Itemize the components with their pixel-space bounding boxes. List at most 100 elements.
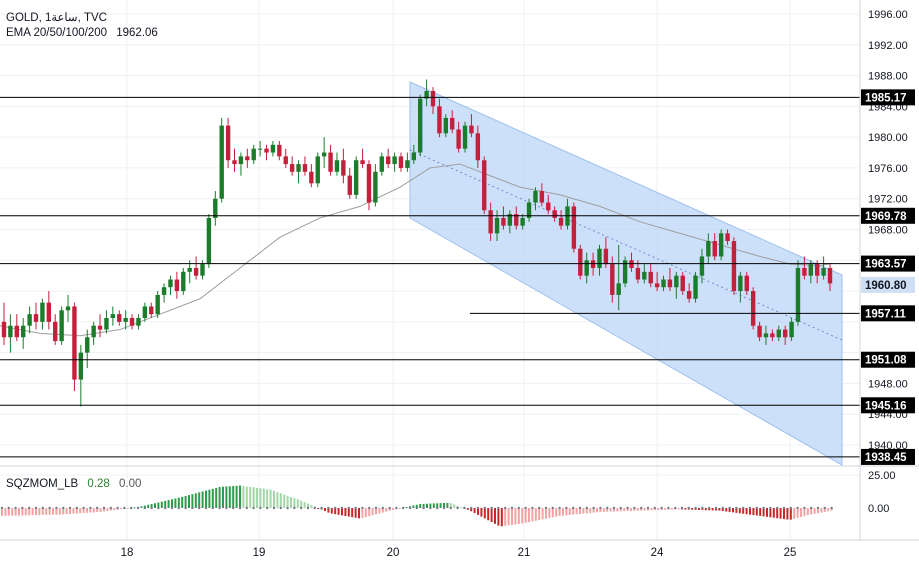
price-tick-label: 1968.00	[868, 225, 908, 237]
squeeze-dot	[395, 506, 398, 510]
momentum-bar	[109, 508, 112, 511]
momentum-bar	[126, 508, 129, 509]
candle-body	[424, 90, 429, 99]
candle-body	[264, 148, 269, 153]
squeeze-dot	[143, 506, 146, 510]
squeeze-dot	[218, 506, 221, 510]
candle-body	[123, 318, 128, 322]
momentum-bar	[568, 508, 571, 515]
candle-body	[257, 148, 263, 150]
candle-body	[219, 125, 224, 199]
squeeze-dot	[259, 506, 262, 510]
momentum-bar	[528, 508, 530, 523]
momentum-bar	[715, 508, 717, 511]
candle-body	[578, 248, 583, 276]
momentum-bar	[65, 508, 68, 515]
momentum-bar	[279, 493, 282, 508]
momentum-bar	[466, 508, 469, 510]
momentum-bar	[517, 508, 520, 524]
momentum-bar	[436, 503, 439, 508]
squeeze-dot	[619, 506, 622, 510]
squeeze-dot	[75, 506, 79, 510]
squeeze-dot	[483, 506, 486, 510]
indicator-name[interactable]: SQZMOM_LB	[6, 478, 79, 490]
channel-midline	[409, 149, 843, 341]
ema-label[interactable]: EMA 20/50/100/200	[6, 27, 108, 39]
squeeze-momentum-histogram	[0, 485, 833, 527]
candle-body	[814, 264, 820, 276]
momentum-bar	[759, 508, 762, 516]
momentum-bar	[742, 508, 745, 514]
momentum-bar	[524, 508, 527, 523]
squeeze-dot	[102, 506, 106, 510]
squeeze-dot	[810, 506, 813, 510]
squeeze-dot	[578, 506, 582, 510]
candle-body	[181, 271, 186, 292]
candle-body	[232, 160, 237, 165]
squeeze-dot	[565, 506, 568, 510]
momentum-bar	[310, 505, 313, 508]
momentum-bar	[538, 508, 541, 521]
candle-body	[475, 133, 481, 161]
squeeze-dot	[116, 506, 119, 510]
momentum-bar	[269, 489, 272, 508]
momentum-bar	[623, 508, 626, 512]
momentum-bar	[514, 508, 517, 525]
momentum-bar	[766, 508, 768, 517]
momentum-bar	[11, 508, 14, 516]
momentum-bar	[555, 508, 558, 517]
candle-body	[750, 291, 756, 326]
momentum-bar	[228, 486, 231, 508]
indicator-legend: SQZMOM_LB 0.28 0.00	[6, 478, 147, 490]
squeeze-dot	[612, 506, 616, 510]
candle-body	[712, 241, 717, 257]
squeeze-dot	[7, 506, 10, 510]
momentum-bar	[290, 496, 292, 508]
candle-body	[802, 267, 807, 276]
squeeze-dot	[816, 506, 820, 510]
squeeze-dot	[252, 506, 255, 510]
squeeze-dot	[762, 506, 765, 510]
squeeze-dot	[470, 506, 473, 510]
momentum-bar	[198, 492, 201, 508]
momentum-bar	[327, 508, 330, 513]
squeeze-dot	[368, 506, 371, 510]
momentum-bar	[99, 508, 102, 512]
ema-line	[0, 163, 833, 337]
momentum-bar	[242, 486, 245, 508]
momentum-bar	[347, 508, 350, 517]
momentum-bar	[769, 508, 772, 518]
squeeze-dot	[96, 506, 99, 510]
ema-polyline	[0, 163, 833, 337]
candle-body	[661, 279, 666, 288]
momentum-bar	[449, 503, 452, 508]
squeeze-dot	[34, 506, 38, 510]
momentum-bar	[35, 508, 37, 516]
squeeze-dot	[361, 506, 364, 510]
candle-body	[770, 333, 775, 338]
symbol-label[interactable]: GOLD, 1ساعة, TVC	[6, 12, 107, 24]
squeeze-dot	[490, 506, 493, 510]
momentum-bar	[392, 508, 394, 510]
momentum-bar	[324, 508, 326, 512]
candle-body	[392, 156, 397, 165]
momentum-bar	[147, 504, 150, 508]
squeeze-dot	[769, 506, 772, 510]
momentum-bar	[439, 503, 442, 508]
momentum-bar	[69, 508, 71, 514]
squeeze-dot	[429, 506, 432, 510]
candle-body	[738, 275, 743, 292]
squeeze-dot	[82, 506, 85, 510]
momentum-bar	[317, 508, 320, 509]
squeeze-dot	[442, 506, 446, 510]
candle-body	[546, 202, 551, 211]
squeeze-dot	[633, 506, 636, 510]
momentum-bar	[133, 507, 136, 509]
time-tick-label: 20	[387, 547, 400, 559]
momentum-bar	[211, 488, 214, 508]
momentum-bar	[177, 497, 180, 508]
candle-body	[315, 156, 320, 184]
price-tick-label: 1980.00	[868, 132, 908, 144]
candle-body	[795, 267, 801, 322]
